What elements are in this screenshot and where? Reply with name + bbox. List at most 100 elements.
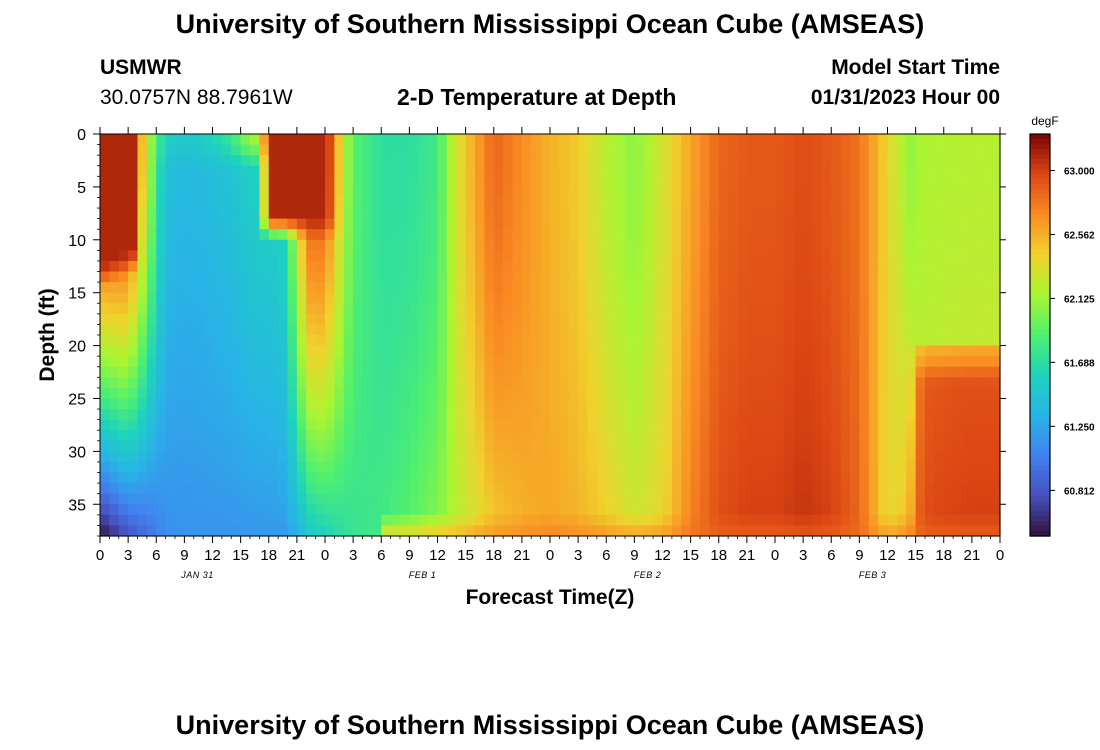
heatmap-cell <box>578 313 589 326</box>
heatmap-cell <box>671 260 682 273</box>
heatmap-cell <box>887 292 898 304</box>
heatmap-cell <box>512 271 523 283</box>
heatmap-cell <box>184 197 195 209</box>
heatmap-cell <box>662 239 673 251</box>
heatmap-cell <box>296 335 307 347</box>
heatmap-cell <box>137 218 148 230</box>
heatmap-cell <box>896 155 907 167</box>
heatmap-cell <box>184 165 195 177</box>
heatmap-cell <box>728 504 739 516</box>
heatmap-cell <box>662 472 673 484</box>
heatmap-cell <box>681 409 692 421</box>
heatmap-cell <box>531 134 542 146</box>
heatmap-cell <box>568 472 579 484</box>
heatmap-cell <box>971 451 982 463</box>
heatmap-cell <box>606 335 617 347</box>
heatmap-cell <box>428 504 439 516</box>
heatmap-cell <box>934 387 945 400</box>
heatmap-cell <box>109 197 120 209</box>
heatmap-cell <box>971 472 982 484</box>
heatmap-cell <box>615 313 626 326</box>
heatmap-cell <box>343 165 354 177</box>
heatmap-cell <box>128 229 139 241</box>
colorbar-segment <box>1030 199 1050 205</box>
heatmap-cell <box>587 134 598 146</box>
heatmap-cell <box>840 229 851 241</box>
heatmap-cell <box>718 313 729 326</box>
heatmap-cell <box>240 134 251 146</box>
heatmap-cell <box>859 303 870 315</box>
heatmap-cell <box>925 260 935 273</box>
heatmap-cell <box>868 335 879 347</box>
axes: 0 3 6 9 12 15 18 21 0 3 6 9 12 15 18 21 0 3 6 9 12 15 18 21 0 3 6 9… <box>68 127 1006 580</box>
heatmap-cell <box>559 324 570 336</box>
heatmap-cell <box>531 430 542 442</box>
heatmap-cell <box>165 504 176 516</box>
heatmap-cell <box>859 165 870 177</box>
heatmap-cell <box>803 186 814 199</box>
heatmap-cell <box>878 377 889 389</box>
heatmap-cell <box>475 239 485 251</box>
heatmap-cell <box>484 440 495 452</box>
heatmap-cell <box>325 356 335 368</box>
heatmap-cell <box>334 155 345 167</box>
heatmap-cell <box>203 419 214 431</box>
heatmap-cell <box>221 461 232 474</box>
heatmap-cell <box>568 461 579 474</box>
heatmap-cell <box>718 271 729 283</box>
heatmap-cell <box>231 197 242 209</box>
heatmap-cell <box>990 514 1001 527</box>
heatmap-cell <box>221 271 232 283</box>
heatmap-cell <box>475 419 485 431</box>
heatmap-cell <box>887 409 898 421</box>
heatmap-cell <box>962 134 973 146</box>
heatmap-cell <box>212 430 223 442</box>
heatmap-cell <box>137 440 148 452</box>
heatmap-cell <box>775 324 785 336</box>
heatmap-cell <box>390 165 401 177</box>
heatmap-cell <box>606 461 617 474</box>
heatmap-cell <box>643 197 654 209</box>
heatmap-cell <box>925 155 935 167</box>
heatmap-cell <box>409 165 420 177</box>
heatmap-cell <box>578 303 589 315</box>
heatmap-cell <box>915 176 926 188</box>
heatmap-cell <box>540 218 551 230</box>
x-tick-label: 18 <box>485 547 502 564</box>
heatmap-cell <box>371 440 382 452</box>
heatmap-cell <box>737 229 748 241</box>
heatmap-cell <box>690 260 701 273</box>
heatmap-cell <box>428 292 439 304</box>
heatmap-cell <box>465 398 476 410</box>
heatmap-cell <box>456 377 467 389</box>
heatmap-cell <box>531 335 542 347</box>
heatmap-cell <box>240 250 251 262</box>
heatmap-cell <box>221 472 232 484</box>
heatmap-cell <box>896 208 907 220</box>
heatmap-cell <box>971 292 982 304</box>
heatmap-cell <box>371 208 382 220</box>
heatmap-cell <box>690 387 701 400</box>
heatmap-cell <box>381 440 392 452</box>
heatmap-cell <box>962 165 973 177</box>
heatmap-cell <box>596 430 607 442</box>
heatmap-cell <box>521 176 532 188</box>
heatmap-cell <box>878 493 889 505</box>
heatmap-cell <box>831 345 842 357</box>
heatmap-cell <box>531 260 542 273</box>
heatmap-cell <box>446 430 457 442</box>
heatmap-cell <box>512 440 523 452</box>
heatmap-cell <box>362 335 373 347</box>
heatmap-cell <box>850 218 860 230</box>
heatmap-cell <box>418 483 429 495</box>
heatmap-cell <box>203 144 214 156</box>
heatmap-cell <box>690 345 701 357</box>
heatmap-cell <box>615 134 626 146</box>
heatmap-cell <box>287 493 298 505</box>
heatmap-cell <box>831 303 842 315</box>
heatmap-cell <box>278 271 289 283</box>
heatmap-cell <box>812 419 823 431</box>
heatmap-cell <box>578 430 589 442</box>
heatmap-cell <box>634 356 645 368</box>
heatmap-cell <box>812 271 823 283</box>
